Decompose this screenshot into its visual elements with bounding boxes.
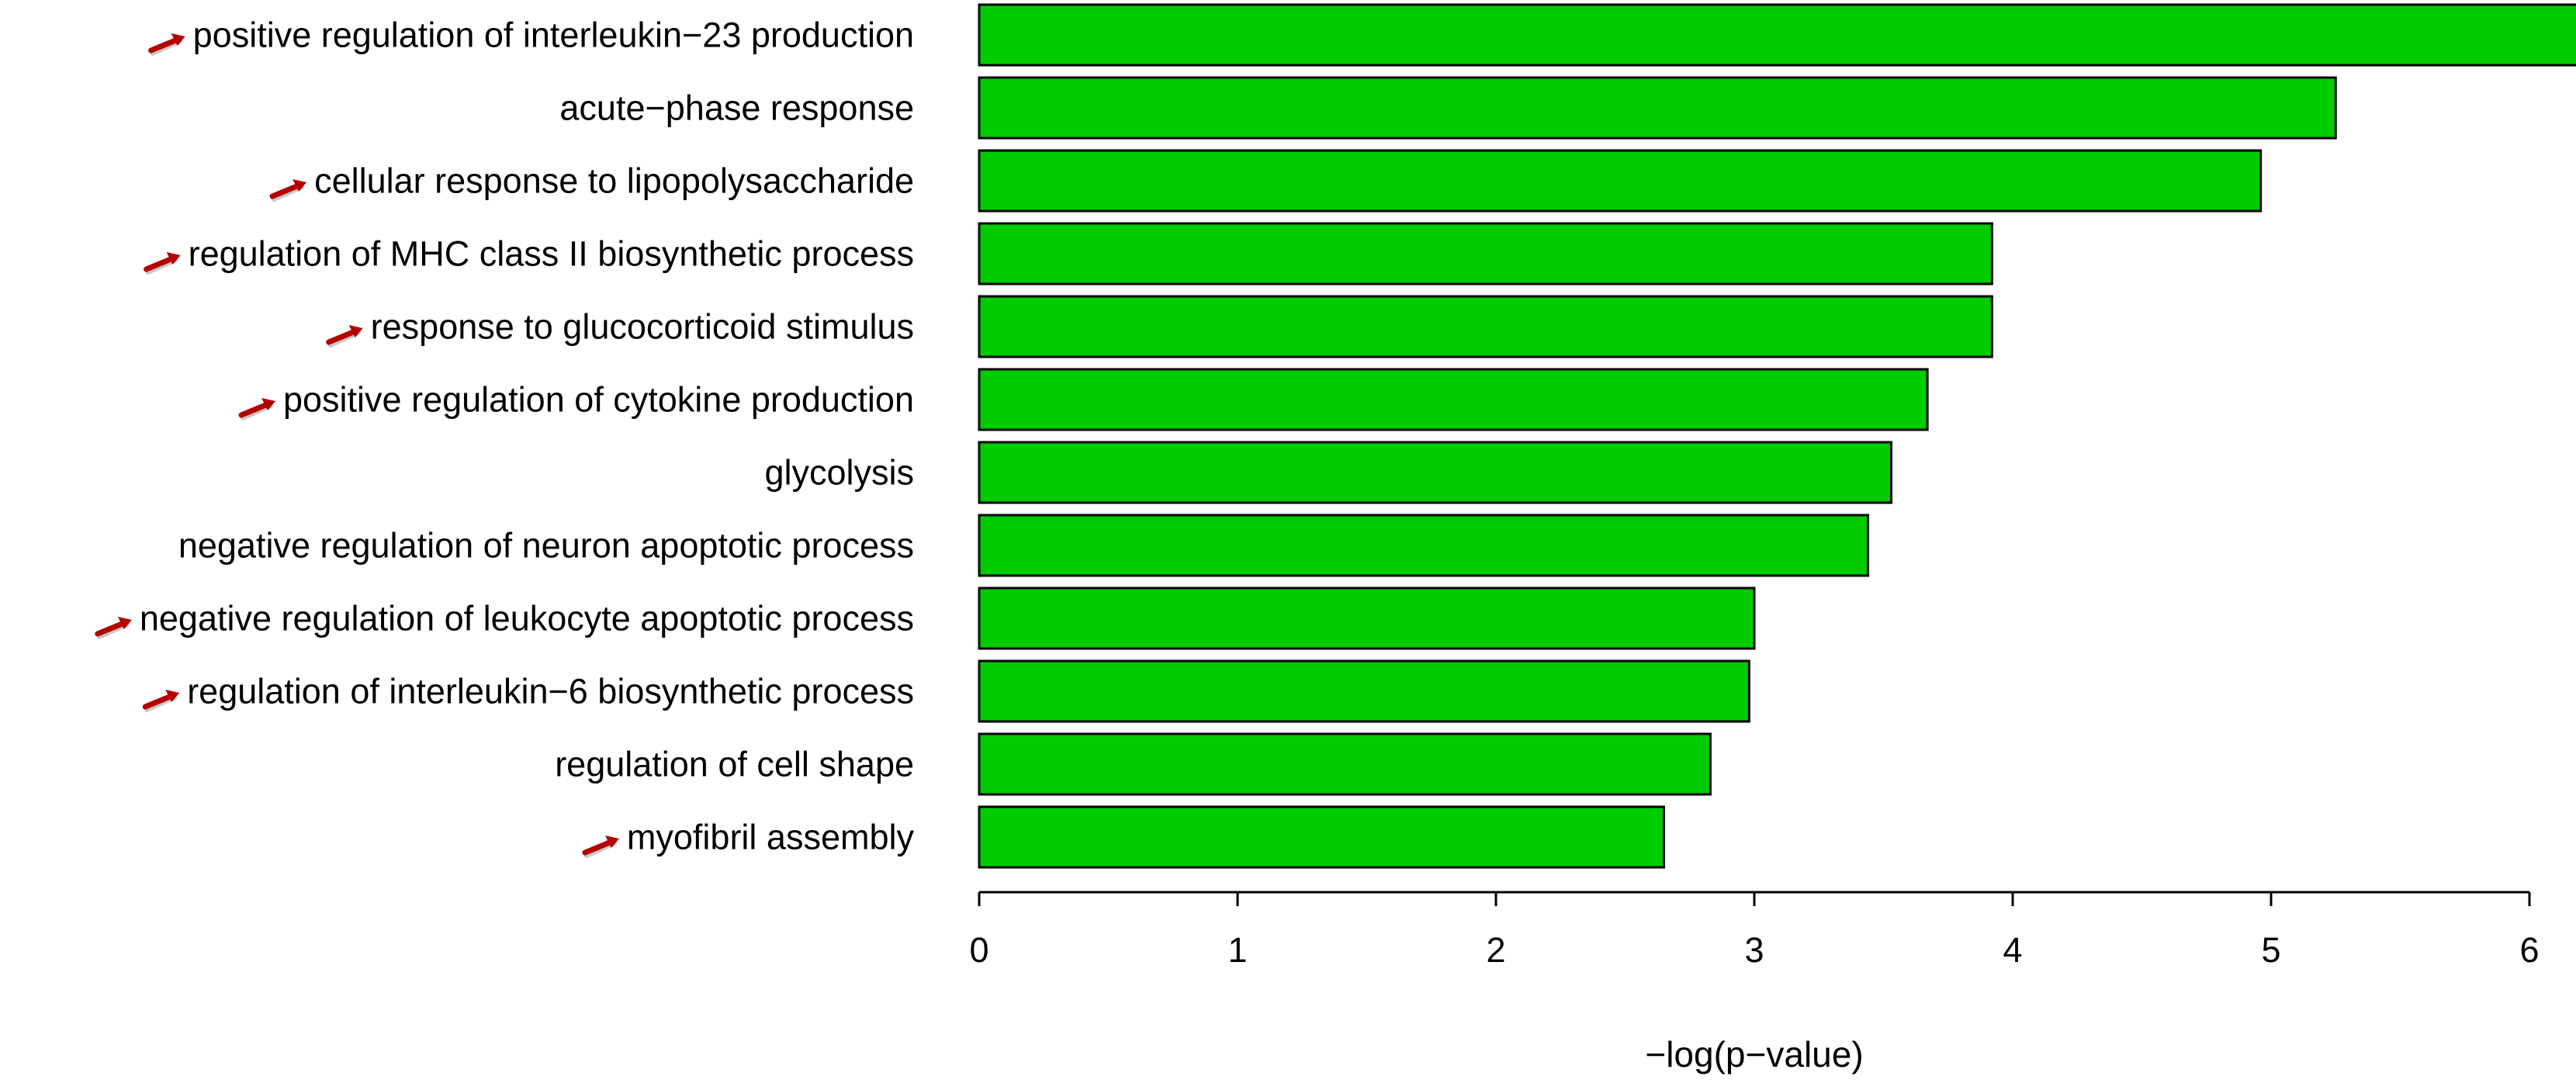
x-tick-label: 1	[1227, 930, 1247, 970]
category-label: negative regulation of leukocyte apoptot…	[140, 599, 914, 638]
red-arrow-icon	[148, 33, 185, 56]
bar	[978, 441, 1892, 504]
bar	[978, 295, 1993, 358]
red-arrow-icon	[582, 836, 619, 858]
x-tick-label: 4	[2003, 930, 2022, 970]
x-tick-label: 3	[1744, 930, 1764, 970]
red-arrow-icon	[238, 398, 275, 420]
category-label: glycolysis	[764, 453, 914, 493]
category-label: acute−phase response	[559, 88, 914, 128]
category-label: regulation of cell shape	[555, 745, 914, 784]
category-label: positive regulation of cytokine producti…	[283, 380, 914, 420]
arrow-markers	[95, 33, 619, 858]
bar	[978, 76, 2337, 140]
red-arrow-icon	[144, 252, 181, 275]
bar	[978, 659, 1750, 723]
x-tick-label: 6	[2519, 930, 2539, 970]
category-label: negative regulation of neuron apoptotic …	[178, 526, 914, 566]
category-label: positive regulation of interleukin−23 pr…	[193, 16, 914, 55]
category-label: regulation of MHC class II biosynthetic …	[189, 234, 914, 274]
category-labels: positive regulation of interleukin−23 pr…	[140, 16, 915, 857]
category-label: myofibril assembly	[627, 818, 915, 857]
x-tick-label: 0	[969, 930, 989, 970]
bar	[978, 805, 1665, 869]
bar	[978, 149, 2263, 213]
x-axis-title: −log(p−value)	[1645, 1034, 1863, 1074]
category-label: regulation of interleukin−6 biosynthetic…	[187, 672, 914, 711]
bar	[978, 732, 1712, 796]
x-axis: 0 1 2 3 4 5 6	[969, 891, 2540, 970]
red-arrow-icon	[142, 690, 180, 712]
category-label: cellular response to lipopolysaccharide	[314, 161, 914, 201]
bar	[978, 514, 1870, 577]
x-tick-label: 2	[1486, 930, 1505, 970]
bar	[978, 222, 1993, 285]
red-arrow-icon	[326, 325, 363, 348]
x-tick-label: 5	[2261, 930, 2280, 970]
bars-layer	[978, 3, 2576, 869]
bar	[978, 587, 1756, 650]
red-arrow-icon	[95, 617, 132, 639]
bar	[978, 368, 1929, 431]
red-arrow-icon	[269, 179, 307, 202]
bar	[978, 3, 2576, 67]
category-label: response to glucocorticoid stimulus	[371, 307, 914, 347]
